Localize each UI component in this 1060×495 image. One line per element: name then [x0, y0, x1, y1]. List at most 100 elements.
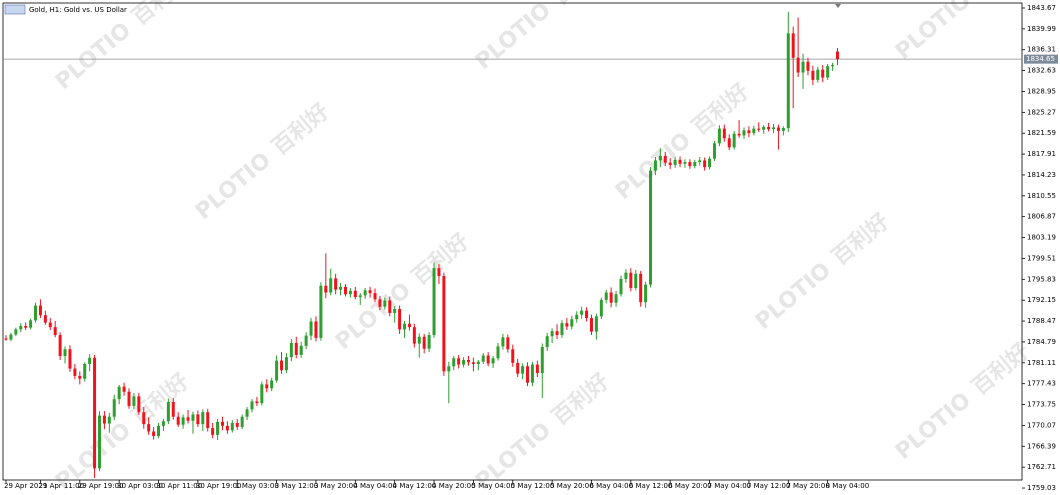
- candle-body: [663, 155, 667, 163]
- chart-title: Gold, H1: Gold vs. US Dollar: [29, 6, 127, 14]
- x-tick-label: 3 May 12:00: [275, 482, 319, 490]
- candle-body: [102, 415, 106, 424]
- candle-body: [668, 162, 672, 165]
- candle-body: [29, 320, 33, 328]
- candle-body: [649, 170, 653, 285]
- candle-body: [88, 357, 92, 364]
- candle-body: [280, 360, 284, 371]
- candle-body: [796, 57, 800, 73]
- candle-body: [580, 310, 584, 315]
- candle-body: [324, 285, 328, 293]
- candle-body: [422, 336, 426, 349]
- candle-body: [412, 327, 416, 344]
- candle-body: [521, 366, 525, 374]
- candle-body: [137, 396, 141, 413]
- candle-body: [4, 338, 8, 340]
- y-tick-label: 1799.51: [1027, 254, 1056, 262]
- y-tick-label: 1766.39: [1027, 442, 1056, 450]
- candle-body: [393, 308, 397, 313]
- candle-body: [373, 293, 377, 300]
- candle-body: [216, 421, 220, 435]
- candle-body: [284, 357, 288, 371]
- candle-body: [703, 160, 707, 168]
- x-tick-label: 4 May 12:00: [393, 482, 437, 490]
- candle-body: [432, 268, 436, 336]
- candle-body: [708, 158, 712, 168]
- symbol-icon: [4, 4, 26, 15]
- candle-body: [343, 286, 347, 295]
- candle-body: [732, 133, 736, 148]
- candle-body: [319, 285, 323, 338]
- candle-body: [644, 284, 648, 303]
- candle-body: [747, 130, 751, 134]
- candle-body: [835, 51, 839, 60]
- candle-body: [403, 323, 407, 330]
- candle-body: [363, 290, 367, 296]
- candle-body: [511, 349, 515, 363]
- candle-body: [462, 360, 466, 365]
- candle-body: [806, 61, 810, 71]
- candle-body: [152, 431, 156, 437]
- candle-body: [486, 355, 490, 364]
- x-tick-label: 30 Apr 03:00: [117, 482, 163, 490]
- y-tick-label: 1817.91: [1027, 150, 1056, 158]
- x-tick-label: 29 Apr 2021: [4, 482, 47, 490]
- candle-body: [614, 294, 618, 303]
- candle-body: [206, 412, 210, 429]
- candle-body: [117, 386, 121, 400]
- candle-body: [358, 295, 362, 298]
- candle-body: [407, 323, 411, 328]
- candle-body: [24, 325, 28, 328]
- candle-body: [265, 384, 269, 389]
- y-tick-label: 1825.27: [1027, 108, 1056, 116]
- x-tick-label: 30 Apr 11:00: [157, 482, 203, 490]
- y-tick-label: 1792.15: [1027, 296, 1056, 304]
- candle-body: [506, 337, 510, 350]
- price-label-box: [1024, 54, 1058, 64]
- candle-body: [678, 159, 682, 164]
- candle-body: [142, 412, 146, 425]
- candle-body: [157, 425, 161, 437]
- candle-body: [589, 318, 593, 332]
- candle-body: [752, 128, 756, 134]
- candle-body: [161, 421, 165, 426]
- candle-body: [348, 290, 352, 295]
- candle-body: [127, 391, 131, 406]
- candle-body: [19, 325, 23, 330]
- candle-body: [78, 375, 82, 379]
- candle-body: [565, 323, 569, 327]
- candle-body: [220, 421, 224, 426]
- candle-body: [166, 401, 170, 422]
- y-tick-label: 1828.95: [1027, 87, 1056, 95]
- candle-body: [97, 415, 101, 469]
- candle-body: [107, 416, 111, 424]
- candle-body: [383, 300, 387, 307]
- candle-body: [629, 272, 633, 288]
- candle-body: [457, 358, 461, 365]
- candle-body: [309, 321, 313, 336]
- candle-body: [831, 65, 835, 67]
- candle-body: [698, 160, 702, 163]
- candle-body: [634, 273, 638, 288]
- candle-body: [368, 290, 372, 294]
- candle-body: [599, 299, 603, 317]
- x-tick-label: 29 Apr 19:00: [78, 482, 124, 490]
- candle-body: [624, 272, 628, 279]
- candle-body: [48, 322, 52, 328]
- candle-body: [821, 69, 825, 78]
- period-marker: [835, 4, 841, 8]
- y-tick-label: 1821.59: [1027, 129, 1056, 137]
- candle-body: [304, 335, 308, 346]
- x-tick-label: 6 May 12:00: [629, 482, 673, 490]
- candle-body: [9, 334, 13, 340]
- candle-body: [388, 300, 392, 313]
- candle-body: [289, 343, 293, 358]
- candle-body: [442, 276, 446, 372]
- candle-body: [767, 126, 771, 130]
- y-tick-label: 1777.43: [1027, 380, 1056, 388]
- candle-body: [471, 362, 475, 364]
- candle-body: [575, 314, 579, 320]
- candle-body: [658, 155, 662, 161]
- candle-body: [63, 349, 67, 357]
